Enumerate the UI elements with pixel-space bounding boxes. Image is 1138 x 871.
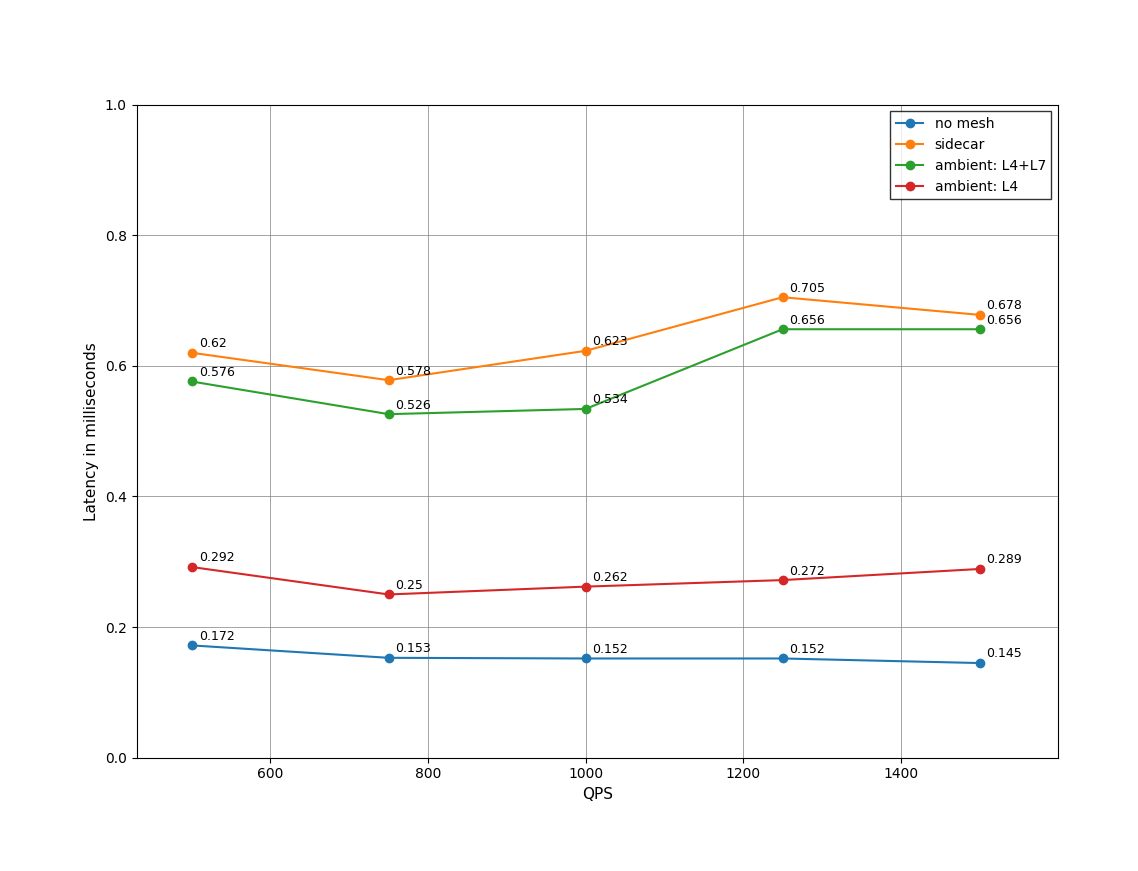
Text: 0.172: 0.172 <box>199 630 234 643</box>
Text: 0.678: 0.678 <box>987 300 1022 313</box>
sidecar <box>382 375 396 385</box>
Text: 0.152: 0.152 <box>593 643 628 656</box>
Line: sidecar: sidecar <box>188 293 983 384</box>
sidecar <box>184 348 198 358</box>
Text: 0.526: 0.526 <box>396 399 431 412</box>
Text: 0.153: 0.153 <box>396 642 431 655</box>
ambient: L4+L7: (1.25e+03, 0.656): L4+L7: (1.25e+03, 0.656) <box>776 324 790 334</box>
Text: 0.534: 0.534 <box>593 394 628 407</box>
Text: 0.705: 0.705 <box>790 281 825 294</box>
ambient: L4: (1.25e+03, 0.272): L4: (1.25e+03, 0.272) <box>776 575 790 585</box>
Text: 0.62: 0.62 <box>199 337 226 350</box>
Text: 0.25: 0.25 <box>396 579 423 592</box>
ambient: L4: (1e+03, 0.262): L4: (1e+03, 0.262) <box>579 582 593 592</box>
Text: 0.262: 0.262 <box>593 571 628 584</box>
ambient: L4: (750, 0.25): L4: (750, 0.25) <box>382 590 396 600</box>
Y-axis label: Latency in milliseconds: Latency in milliseconds <box>84 341 99 521</box>
Text: 0.272: 0.272 <box>790 564 825 577</box>
no mesh <box>382 652 396 663</box>
Text: 0.292: 0.292 <box>199 551 234 564</box>
sidecar <box>579 346 593 356</box>
no mesh <box>579 653 593 664</box>
Text: 0.578: 0.578 <box>396 365 431 378</box>
ambient: L4+L7: (1e+03, 0.534): L4+L7: (1e+03, 0.534) <box>579 403 593 414</box>
ambient: L4+L7: (500, 0.576): L4+L7: (500, 0.576) <box>184 376 198 387</box>
Text: 0.623: 0.623 <box>593 335 628 348</box>
Line: no mesh: no mesh <box>188 641 983 667</box>
X-axis label: QPS: QPS <box>582 787 613 802</box>
sidecar <box>776 292 790 302</box>
no mesh <box>776 653 790 664</box>
ambient: L4: (500, 0.292): L4: (500, 0.292) <box>184 562 198 572</box>
Legend: no mesh, sidecar, ambient: L4+L7, ambient: L4: no mesh, sidecar, ambient: L4+L7, ambien… <box>890 111 1052 199</box>
Text: 0.656: 0.656 <box>987 314 1022 327</box>
Text: 0.576: 0.576 <box>199 366 234 379</box>
Text: 0.145: 0.145 <box>987 647 1022 660</box>
Text: 0.152: 0.152 <box>790 643 825 656</box>
Line: ambient: L4+L7: ambient: L4+L7 <box>188 325 983 418</box>
ambient: L4: (1.5e+03, 0.289): L4: (1.5e+03, 0.289) <box>973 564 987 574</box>
no mesh <box>184 640 198 651</box>
ambient: L4+L7: (1.5e+03, 0.656): L4+L7: (1.5e+03, 0.656) <box>973 324 987 334</box>
sidecar <box>973 309 987 320</box>
Text: 0.656: 0.656 <box>790 314 825 327</box>
Text: 0.289: 0.289 <box>987 553 1022 566</box>
Line: ambient: L4: ambient: L4 <box>188 563 983 598</box>
no mesh <box>973 658 987 668</box>
ambient: L4+L7: (750, 0.526): L4+L7: (750, 0.526) <box>382 408 396 419</box>
